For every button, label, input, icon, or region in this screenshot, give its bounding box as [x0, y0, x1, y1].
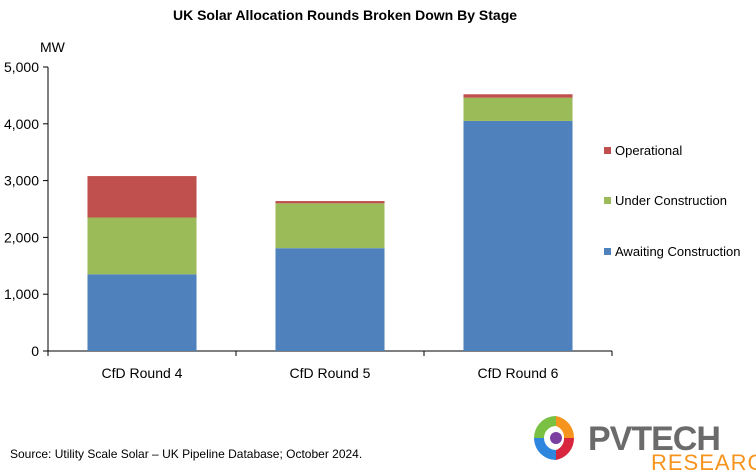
y-tick-label: 2,000: [4, 229, 39, 245]
y-axis-unit-label: MW: [40, 39, 66, 55]
bar-segment-awaiting-construction: [463, 120, 573, 352]
bar-segment-under-construction: [275, 203, 385, 249]
x-tick-label: CfD Round 4: [102, 365, 183, 381]
y-tick-label: 4,000: [4, 116, 39, 132]
bar-segment-operational: [463, 94, 573, 98]
legend-swatch-awaiting-construction: [604, 248, 611, 255]
legend-swatch-operational: [604, 147, 611, 154]
y-tick-label: 3,000: [4, 173, 39, 189]
legend-label-operational: Operational: [615, 143, 682, 158]
x-axis: CfD Round 4 CfD Round 5 CfD Round 6: [47, 350, 613, 381]
bar-segment-operational: [87, 176, 197, 218]
x-tick-label: CfD Round 6: [478, 365, 559, 381]
y-axis: 0 1,000 2,000 3,000 4,000 5,000: [4, 59, 49, 359]
x-tick-label: CfD Round 5: [290, 365, 371, 381]
bar-segment-awaiting-construction: [275, 248, 385, 351]
bar-segment-under-construction: [87, 217, 197, 275]
legend-label-under-construction: Under Construction: [615, 193, 727, 208]
legend: Operational Under Construction Awaiting Co…: [604, 143, 741, 259]
bar-segment-under-construction: [463, 97, 573, 121]
legend-swatch-under-construction: [604, 197, 611, 204]
legend-label-awaiting-construction: Awaiting Construction: [615, 244, 741, 259]
bar-stack-group: [87, 94, 573, 352]
bar-segment-awaiting-construction: [87, 274, 197, 351]
y-tick-label: 0: [31, 343, 39, 359]
bar-segment-operational: [275, 201, 385, 204]
logo-wordmark: PVTECH: [588, 420, 720, 458]
pvtech-research-logo: PVTECH RESEARCH: [534, 416, 756, 475]
logo-emblem-icon: [534, 416, 575, 460]
y-tick-label: 1,000: [4, 286, 39, 302]
chart-title: UK Solar Allocation Rounds Broken Down B…: [173, 7, 517, 23]
logo-subtext: RESEARCH: [651, 450, 756, 475]
source-note: Source: Utility Scale Solar – UK Pipelin…: [10, 447, 362, 461]
y-tick-label: 5,000: [4, 59, 39, 75]
